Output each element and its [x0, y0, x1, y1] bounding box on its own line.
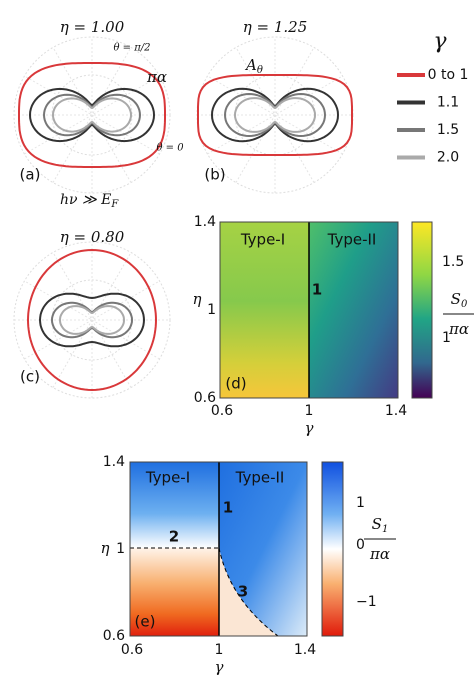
- colorbar-tick-label: 1.5: [442, 254, 464, 270]
- polar-grid: [52, 47, 132, 183]
- line-label: 1: [223, 499, 233, 517]
- heatmap-e: [130, 462, 307, 636]
- colorbar-tick-label: 1: [442, 330, 451, 346]
- legend-title: γ: [433, 29, 447, 54]
- y-tick-label: 0.6: [194, 390, 216, 406]
- annotation: Aθ: [244, 56, 263, 76]
- annotation-sub: F: [110, 199, 119, 210]
- polar-curve: [26, 248, 158, 392]
- colorbar-tick-label: 1: [356, 495, 365, 511]
- polar-curve: [233, 97, 317, 133]
- heatmap-region3: [219, 548, 278, 636]
- polar-curve: [51, 97, 133, 133]
- colorbar-denominator: πα: [448, 320, 469, 338]
- region-label: Type-II: [327, 231, 377, 249]
- x-tick-label: 1.4: [385, 403, 407, 419]
- polar-grid: [24, 280, 160, 360]
- colorbar-tick-label: −1: [356, 594, 377, 610]
- line-label: 1: [312, 281, 322, 299]
- y-tick-label: 1: [207, 302, 216, 318]
- polar-curve: [18, 62, 166, 168]
- x-tick-label: 0.6: [121, 642, 143, 658]
- frame: [219, 221, 399, 399]
- annotation: θ = 0: [156, 143, 184, 154]
- annotation-text: hν ≫ E: [60, 192, 111, 208]
- colorbar-tick-label: 0: [356, 537, 365, 553]
- line-label: 3: [238, 583, 248, 601]
- legend-label: 1.1: [437, 95, 459, 111]
- region-label: Type-II: [235, 469, 285, 487]
- annotation: hν ≫ EF: [60, 192, 119, 210]
- annotation-sub: θ: [257, 65, 263, 76]
- polar-curve: [50, 301, 134, 339]
- y-tick-label: 1: [116, 541, 125, 557]
- polar-grid: [24, 75, 160, 155]
- colorbar-sub: 1: [382, 524, 388, 535]
- frame: [129, 461, 308, 637]
- panel-label: (b): [204, 166, 225, 184]
- polar-curve: [38, 292, 146, 348]
- x-tick-label: 1.4: [294, 642, 316, 658]
- polar-grid: [235, 47, 315, 183]
- colorbar-label: S0: [451, 290, 468, 310]
- legend-label: 2.0: [437, 150, 459, 166]
- y-tick-label: 1.4: [103, 454, 125, 470]
- heatmap-left: [220, 222, 309, 398]
- colorbar-sub: 0: [461, 299, 468, 310]
- panel-title: η = 0.80: [60, 228, 125, 246]
- legend-label: 1.5: [437, 122, 459, 138]
- polar-curve: [42, 93, 142, 137]
- heatmap-lower: [130, 548, 219, 636]
- y-axis-label: η: [101, 539, 110, 557]
- y-tick-label: 1.4: [194, 214, 216, 230]
- panel-label: (e): [135, 613, 156, 631]
- annotation-text: A: [244, 56, 257, 74]
- panel-label: (d): [225, 375, 246, 393]
- x-tick-label: 1: [305, 403, 314, 419]
- colorbar-symbol: S: [451, 290, 461, 308]
- x-tick-label: 1: [215, 642, 224, 658]
- polar-curve: [28, 87, 156, 143]
- polar-grid: [235, 47, 315, 183]
- dashed-curve: [218, 547, 279, 637]
- polar-curve: [197, 74, 353, 156]
- region-label: Type-I: [145, 469, 190, 487]
- polar-grid: [52, 252, 132, 388]
- heatmap-right: [309, 222, 398, 398]
- annotation: θ = π/2: [113, 43, 150, 54]
- x-axis-label: γ: [305, 419, 314, 437]
- polar-curve: [58, 305, 126, 335]
- x-tick-label: 0.6: [211, 403, 233, 419]
- colorbar-symbol: S: [372, 515, 382, 533]
- annotation: πα: [146, 68, 167, 86]
- region-label: Type-I: [240, 231, 285, 249]
- polar-grid: [52, 47, 132, 183]
- line-label: 2: [169, 528, 179, 546]
- colorbar-label: S1: [372, 515, 389, 535]
- colorbar: [411, 221, 433, 399]
- x-axis-label: γ: [215, 658, 224, 676]
- y-axis-label: η: [193, 290, 202, 308]
- panel-title: η = 1.25: [243, 18, 308, 36]
- panel-label: (a): [20, 166, 41, 184]
- polar-curve: [223, 92, 327, 138]
- colorbar: [321, 461, 344, 637]
- panel-label: (c): [20, 368, 40, 386]
- colorbar-denominator: πα: [369, 545, 390, 563]
- panel-title: η = 1.00: [60, 18, 125, 36]
- y-tick-label: 0.6: [103, 628, 125, 644]
- legend-label: 0 to 1: [428, 67, 469, 83]
- heatmap-upper: [130, 462, 219, 548]
- polar-curve: [210, 87, 340, 143]
- polar-grid: [207, 75, 343, 155]
